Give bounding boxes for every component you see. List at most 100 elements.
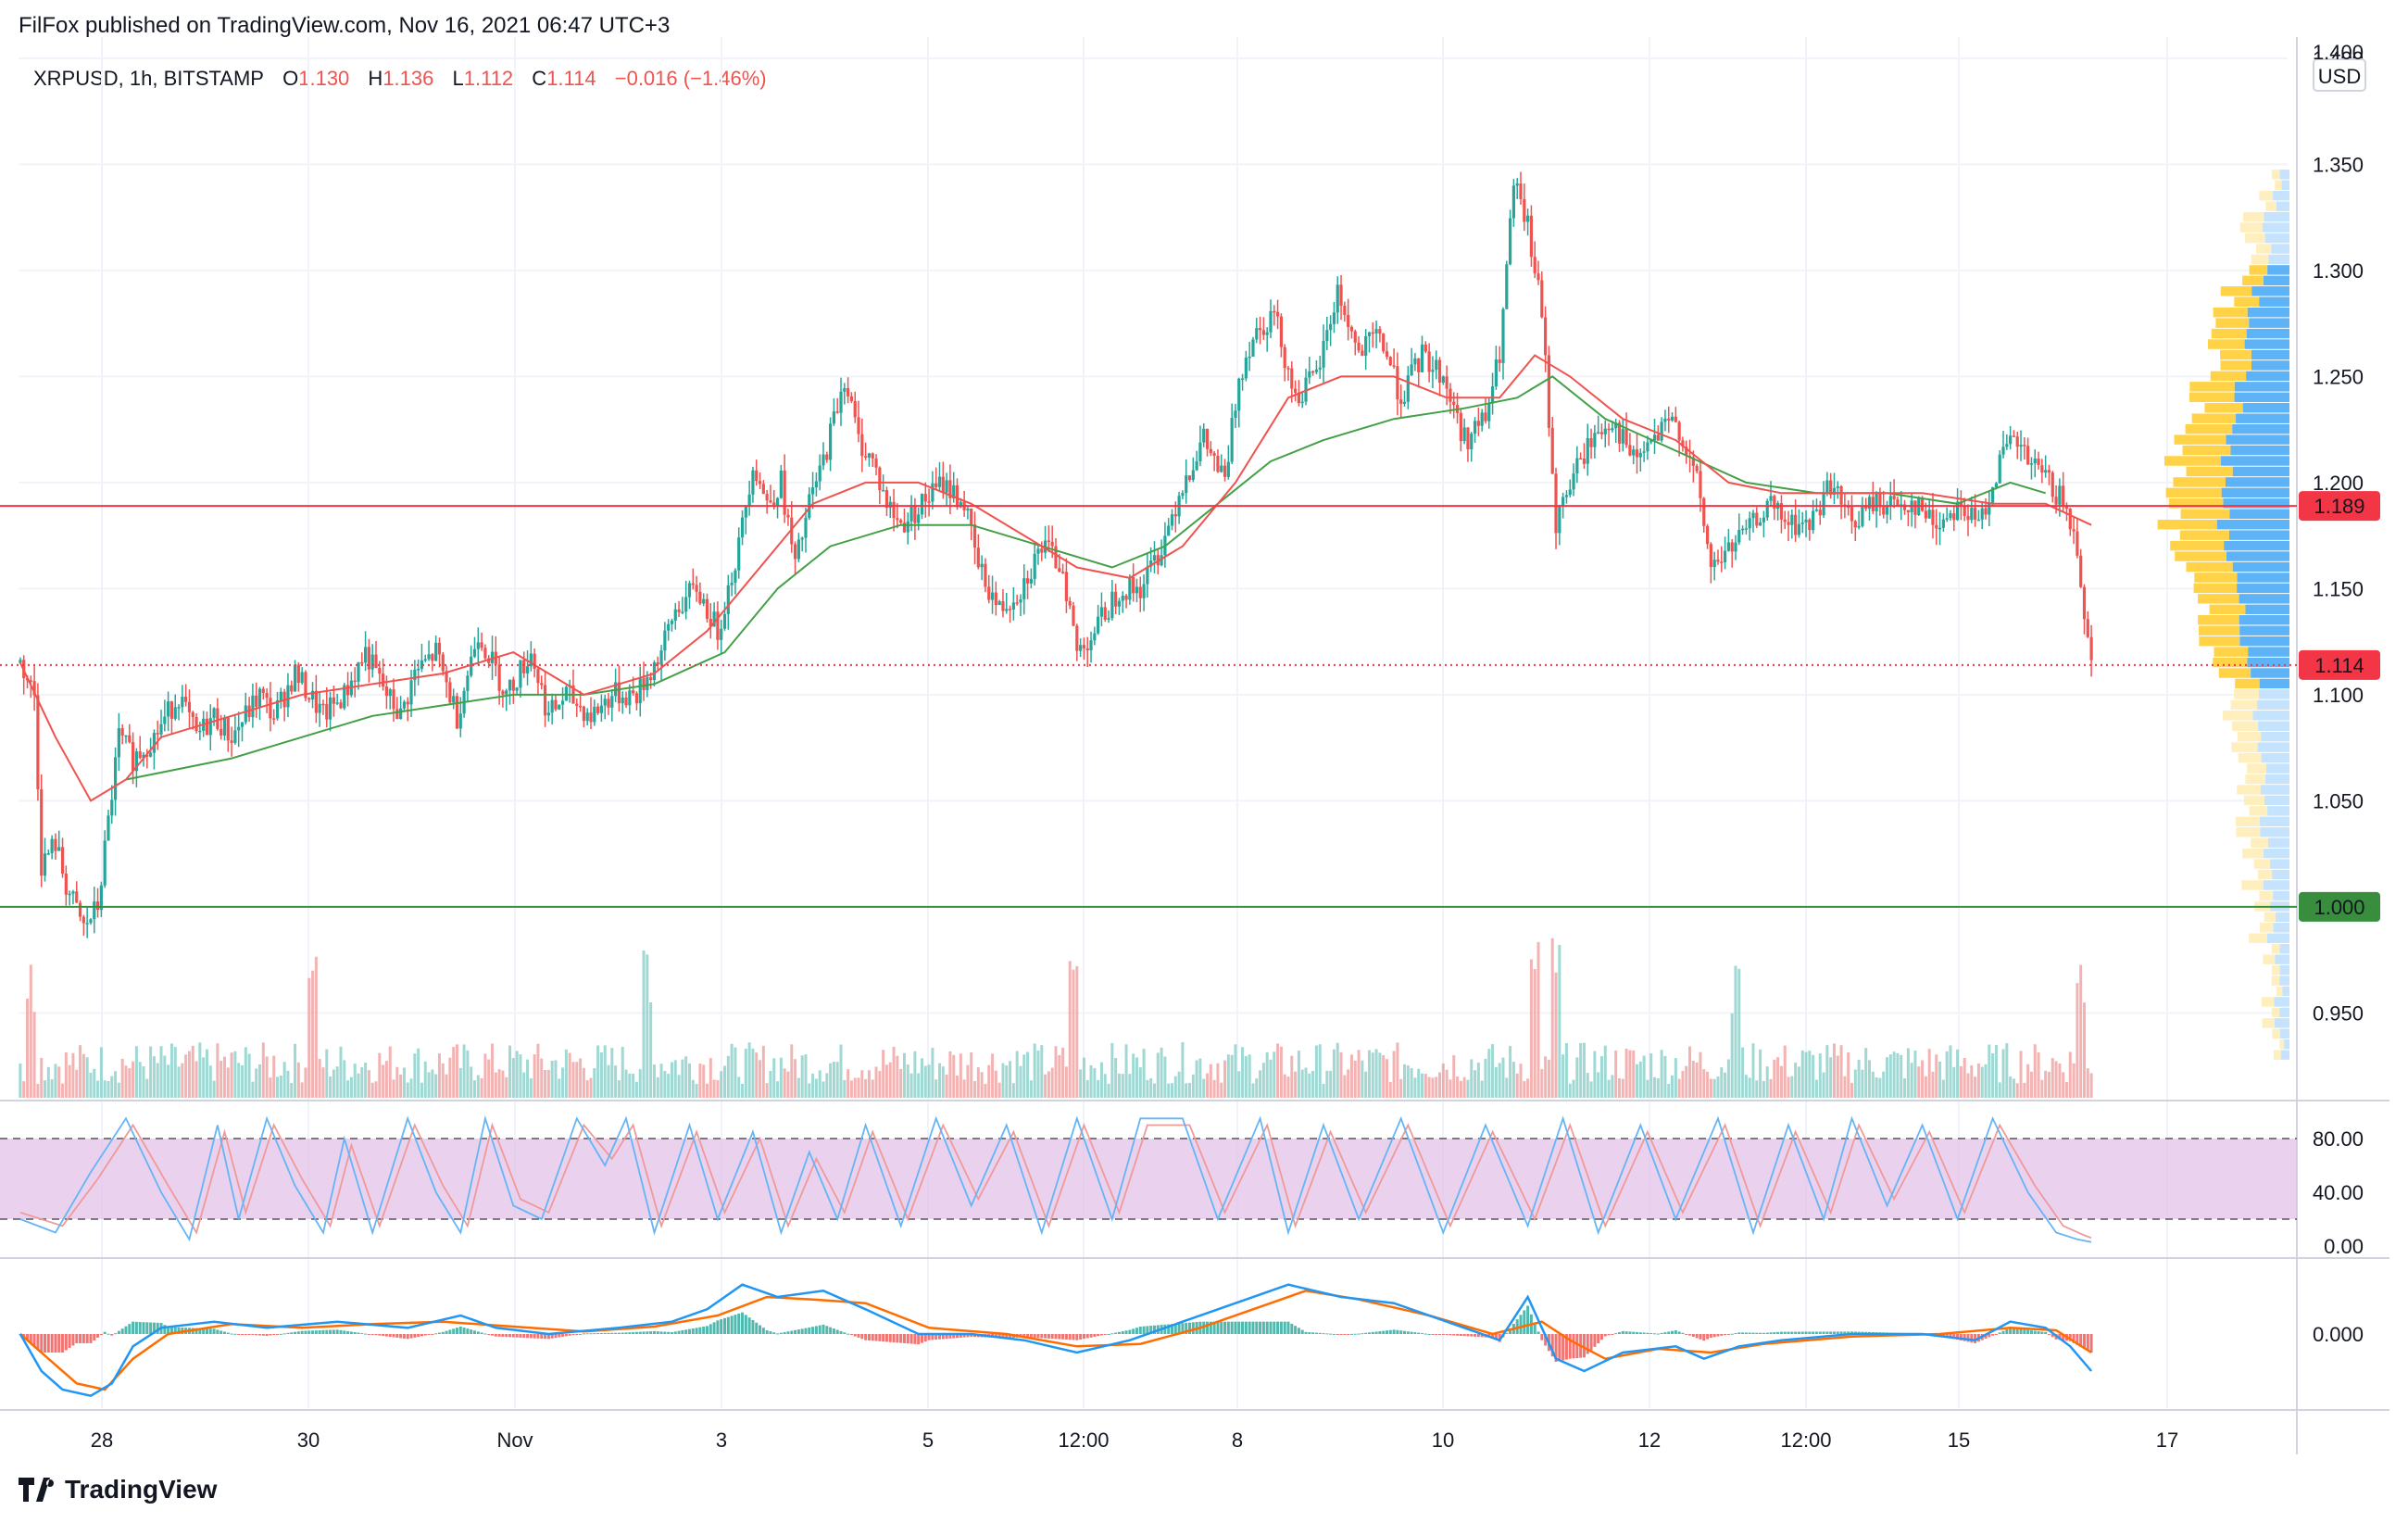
volume-bar xyxy=(138,1062,142,1098)
candle-body xyxy=(1674,416,1677,422)
grid-lines xyxy=(19,37,2288,1408)
macd-hist-bar xyxy=(2001,1330,2005,1334)
candle-body xyxy=(575,703,579,706)
volume-bar xyxy=(2023,1082,2026,1098)
macd-hist-bar xyxy=(54,1334,57,1353)
candle-body xyxy=(1825,480,1829,493)
macd-hist-bar xyxy=(343,1330,346,1334)
candle-body xyxy=(1794,514,1798,535)
candle-body xyxy=(1685,447,1688,457)
candle-body xyxy=(1970,508,1974,521)
volume-bar xyxy=(167,1064,170,1098)
candle-body xyxy=(1244,357,1248,379)
volume-bar xyxy=(1959,1066,1963,1098)
candle-body xyxy=(543,685,547,716)
volume-bar xyxy=(261,1042,265,1098)
volume-bar xyxy=(1988,1044,1991,1098)
macd-hist-bar xyxy=(1825,1331,1829,1334)
macd-hist-bar xyxy=(670,1332,673,1334)
candle-body xyxy=(1181,493,1185,497)
macd-hist-bar xyxy=(2051,1334,2054,1338)
volume-profile-bar-up xyxy=(2228,530,2289,540)
macd-hist-bar xyxy=(497,1334,501,1337)
symbol-name[interactable]: XRPUSD, 1h, BITSTAMP xyxy=(33,67,264,90)
macd-hist-bar xyxy=(124,1326,128,1334)
candle-body xyxy=(2079,555,2083,587)
volume-profile-bar-down xyxy=(2253,859,2270,869)
candle-body xyxy=(191,711,194,717)
volume-bar xyxy=(1642,1055,1646,1098)
macd-hist-bar xyxy=(1544,1334,1548,1346)
candle-body xyxy=(1399,399,1403,404)
macd-hist-bar xyxy=(1357,1333,1361,1335)
volume-profile-bar-down xyxy=(2261,997,2275,1007)
macd-hist-bar xyxy=(1663,1332,1667,1334)
macd-hist-bar xyxy=(1349,1333,1353,1335)
tradingview-logo[interactable]: TradingView xyxy=(19,1475,217,1504)
macd-hist-bar xyxy=(1399,1330,1403,1334)
volume-profile-bar-down xyxy=(2210,371,2247,382)
candle-body xyxy=(497,664,501,691)
macd-hist-bar xyxy=(568,1334,571,1336)
macd-hist-bar xyxy=(585,1333,589,1335)
symbol-legend[interactable]: XRPUSD, 1h, BITSTAMP O1.130 H1.136 L1.11… xyxy=(33,67,780,91)
candle-body xyxy=(476,642,480,649)
volume-profile-bar-up xyxy=(2264,795,2289,806)
candle-body xyxy=(187,701,192,712)
candle-body xyxy=(955,485,959,508)
macd-hist-bar xyxy=(927,1334,931,1340)
macd-hist-bar xyxy=(335,1329,339,1334)
volume-bar xyxy=(1237,1071,1241,1098)
volume-bar xyxy=(1695,1062,1699,1098)
macd-hist-bar xyxy=(1649,1333,1653,1335)
volume-bar xyxy=(1209,1064,1212,1098)
macd-hist-bar xyxy=(219,1330,223,1334)
macd-hist-bar xyxy=(1047,1334,1050,1339)
volume-bar xyxy=(388,1046,392,1098)
macd-hist-bar xyxy=(1206,1321,1210,1334)
volume-bar xyxy=(882,1050,885,1098)
macd-hist-bar xyxy=(902,1334,906,1343)
volume-bar xyxy=(2082,1002,2086,1098)
macd-hist-bar xyxy=(1498,1334,1501,1342)
candle-body xyxy=(1371,332,1374,334)
macd-hist-bar xyxy=(370,1334,374,1335)
volume-bar xyxy=(1476,1063,1480,1098)
volume-bar xyxy=(1956,1049,1960,1098)
volume-bar xyxy=(1385,1059,1388,1098)
macd-hist-bar xyxy=(1329,1333,1333,1335)
volume-bar xyxy=(884,1064,888,1098)
macd-hist-bar xyxy=(261,1334,265,1336)
macd-hist-bar xyxy=(564,1334,568,1337)
candle-body xyxy=(1614,422,1618,429)
macd-hist-bar xyxy=(1255,1321,1259,1334)
candle-body xyxy=(772,502,776,506)
candle-body xyxy=(1198,442,1202,461)
macd-hist-bar xyxy=(107,1333,110,1335)
candle-body xyxy=(1325,330,1329,342)
volume-bar xyxy=(1374,1049,1378,1098)
volume-bar xyxy=(1759,1049,1762,1098)
candle-body xyxy=(1374,329,1378,334)
volume-bar xyxy=(2051,1058,2054,1098)
candle-body xyxy=(392,689,395,710)
volume-profile-bar-down xyxy=(2175,551,2226,561)
candle-body xyxy=(1008,609,1012,610)
macd-hist-bar xyxy=(1191,1322,1195,1334)
candle-body xyxy=(610,696,614,708)
volume-bar xyxy=(649,1002,653,1098)
volume-bar xyxy=(501,1070,505,1098)
volume-profile-bar-down xyxy=(2191,413,2237,423)
volume-bar xyxy=(1185,1083,1188,1098)
volume-bar xyxy=(515,1051,519,1098)
volume-bar xyxy=(927,1064,931,1098)
candle-body xyxy=(522,660,526,673)
candle-body xyxy=(1814,510,1819,511)
candle-body xyxy=(452,696,456,703)
volume-bar xyxy=(1941,1079,1945,1098)
candle-body xyxy=(810,487,815,495)
volume-profile-bar-up xyxy=(2224,540,2289,551)
macd-hist-bar xyxy=(1332,1333,1336,1335)
volume-profile-bar-down xyxy=(2173,477,2226,487)
